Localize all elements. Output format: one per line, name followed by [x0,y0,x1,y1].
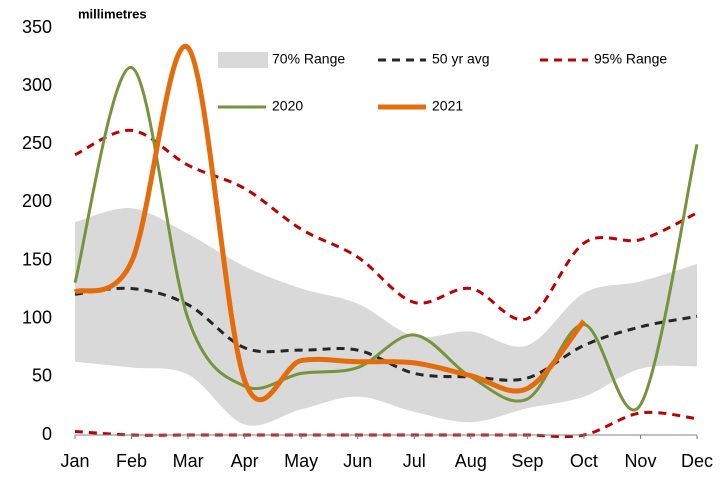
series-line [74,286,698,382]
legend-label: 70% Range [272,51,345,67]
x-tick-label: Feb [116,451,147,471]
y-tick-label: 100 [22,307,52,327]
y-tick-label: 50 [32,366,52,386]
range-band [75,208,697,426]
y-axis-label: millimetres [78,6,147,21]
x-tick-label: Oct [570,451,598,471]
x-tick-label: Jan [60,451,89,471]
x-tick-label: Nov [624,451,656,471]
y-tick-label: 0 [42,424,52,444]
legend-swatch [218,52,268,68]
x-tick-label: Mar [173,451,204,471]
series-line [73,43,586,403]
x-tick-label: Jun [343,451,372,471]
x-tick-label: Apr [231,451,259,471]
y-tick-label: 350 [22,17,52,37]
series-line [73,66,699,412]
y-tick-label: 300 [22,75,52,95]
y-tick-label: 250 [22,133,52,153]
x-tick-label: May [284,451,318,471]
legend-label: 95% Range [594,51,667,67]
y-tick-label: 150 [22,249,52,269]
legend-label: 2020 [272,98,303,114]
y-tick-label: 200 [22,191,52,211]
x-tick-label: Sep [511,451,543,471]
series-line [74,410,698,439]
x-tick-label: Aug [455,451,487,471]
x-tick-label: Dec [681,451,713,471]
legend-label: 2021 [432,98,463,114]
legend-label: 50 yr avg [432,51,490,67]
x-tick-label: Jul [403,451,426,471]
series-line [74,128,698,322]
